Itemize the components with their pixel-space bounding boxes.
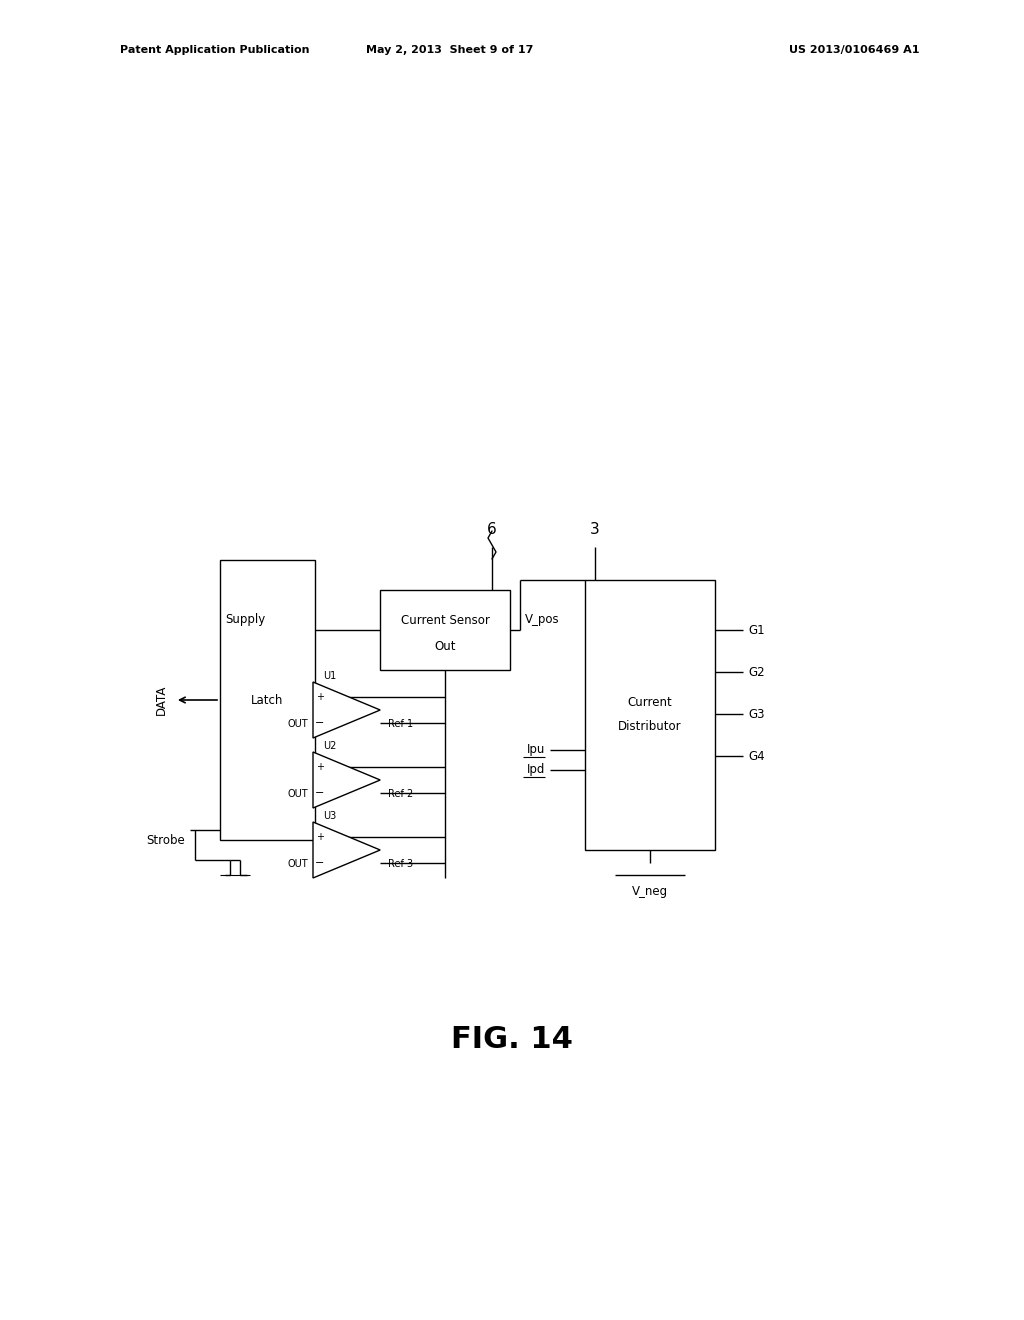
Text: G4: G4 (748, 750, 765, 763)
Text: +: + (316, 763, 324, 772)
Polygon shape (313, 682, 380, 738)
Polygon shape (313, 752, 380, 808)
Text: −: − (315, 858, 325, 867)
Text: OUT: OUT (288, 789, 308, 799)
Text: US 2013/0106469 A1: US 2013/0106469 A1 (790, 45, 920, 55)
Text: V_pos: V_pos (525, 612, 560, 626)
Text: OUT: OUT (288, 859, 308, 869)
Text: May 2, 2013  Sheet 9 of 17: May 2, 2013 Sheet 9 of 17 (367, 45, 534, 55)
Text: G3: G3 (748, 708, 765, 721)
Text: +: + (316, 693, 324, 702)
Text: Ipu: Ipu (526, 743, 545, 756)
Text: Out: Out (434, 639, 456, 652)
Text: DATA: DATA (155, 685, 168, 715)
Text: OUT: OUT (288, 719, 308, 729)
Text: Ref 3: Ref 3 (388, 859, 414, 869)
Text: Latch: Latch (251, 693, 284, 706)
Text: Ref 1: Ref 1 (388, 719, 414, 729)
Text: U3: U3 (323, 810, 336, 821)
Text: Strobe: Strobe (146, 834, 185, 847)
Bar (220, 560, 315, 840)
Text: Ipd: Ipd (526, 763, 545, 776)
Polygon shape (313, 822, 380, 878)
Text: G1: G1 (748, 623, 765, 636)
Text: FIG. 14: FIG. 14 (451, 1026, 573, 1055)
Text: −: − (315, 718, 325, 727)
Text: V_neg: V_neg (632, 884, 668, 898)
Bar (585, 579, 715, 850)
Text: 3: 3 (590, 521, 600, 536)
Text: Patent Application Publication: Patent Application Publication (120, 45, 309, 55)
Text: U1: U1 (323, 671, 336, 681)
Text: Current: Current (628, 697, 673, 709)
Text: U2: U2 (323, 741, 336, 751)
Text: 6: 6 (487, 521, 497, 536)
Text: Supply: Supply (224, 612, 265, 626)
Text: Ref 2: Ref 2 (388, 789, 414, 799)
Text: +: + (316, 833, 324, 842)
Text: −: − (315, 788, 325, 797)
Bar (380, 590, 510, 671)
Text: Distributor: Distributor (618, 721, 682, 734)
Text: Current Sensor: Current Sensor (400, 614, 489, 627)
Text: G2: G2 (748, 665, 765, 678)
